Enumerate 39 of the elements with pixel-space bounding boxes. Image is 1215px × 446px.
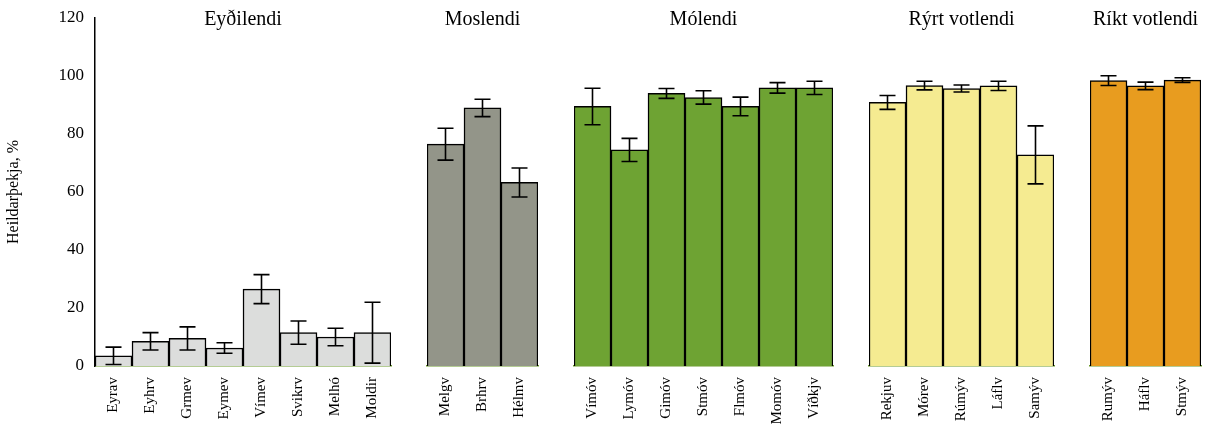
x-tick-label: Rúmýv bbox=[952, 376, 969, 422]
x-tick-label: Láflv bbox=[989, 376, 1006, 410]
x-tick-label: Melhó bbox=[326, 377, 343, 417]
y-tick-label: 60 bbox=[67, 181, 84, 201]
chart-title: Rýrt votlendi bbox=[908, 7, 1015, 31]
x-tick-label: Mórev bbox=[915, 376, 932, 417]
x-tick-label: Lymóv bbox=[620, 376, 637, 420]
x-tick-label: Eyrav bbox=[104, 376, 121, 413]
x-tick-label: Gimóv bbox=[657, 376, 674, 419]
y-tick-label: 100 bbox=[58, 65, 84, 85]
y-axis-title: Heildarþekja, % bbox=[3, 140, 22, 244]
y-tick-label: 40 bbox=[67, 239, 84, 259]
x-tick-label: Eymev bbox=[215, 376, 232, 420]
x-tick-label: Brhrv bbox=[473, 376, 490, 412]
chart-title: Eyðilendi bbox=[204, 7, 283, 31]
x-tick-label: Flmóv bbox=[731, 376, 748, 417]
y-tick-label: 80 bbox=[67, 123, 84, 143]
x-tick-label: Melgv bbox=[436, 376, 453, 417]
x-tick-label: Stmýv bbox=[1173, 376, 1190, 417]
x-tick-label: Rumýv bbox=[1099, 376, 1116, 422]
chart-title: Mólendi bbox=[669, 7, 738, 30]
chart-title: Ríkt votlendi bbox=[1093, 7, 1199, 30]
x-tick-label: Svikrv bbox=[289, 376, 306, 418]
chart-title: Moslendi bbox=[444, 7, 521, 30]
x-tick-label: Rekjuv bbox=[878, 376, 895, 421]
y-tick-label: 120 bbox=[58, 7, 84, 27]
x-tick-label: Vímev bbox=[252, 376, 269, 418]
x-tick-label: Samýv bbox=[1026, 376, 1043, 419]
x-tick-label: Grmev bbox=[178, 376, 195, 419]
x-tick-label: Stmóv bbox=[694, 376, 711, 417]
y-tick-label: 20 bbox=[67, 297, 84, 317]
x-tick-label: Momóv bbox=[768, 376, 785, 425]
x-tick-label: Víðkjv bbox=[805, 376, 822, 419]
x-tick-label: Eyhrv bbox=[141, 376, 158, 414]
y-tick-label: 0 bbox=[75, 355, 84, 375]
x-tick-label: Hélmv bbox=[510, 376, 527, 418]
x-tick-label: Moldir bbox=[363, 377, 380, 419]
x-tick-label: Háflv bbox=[1136, 376, 1153, 412]
x-tick-label: Vímóv bbox=[583, 376, 600, 419]
